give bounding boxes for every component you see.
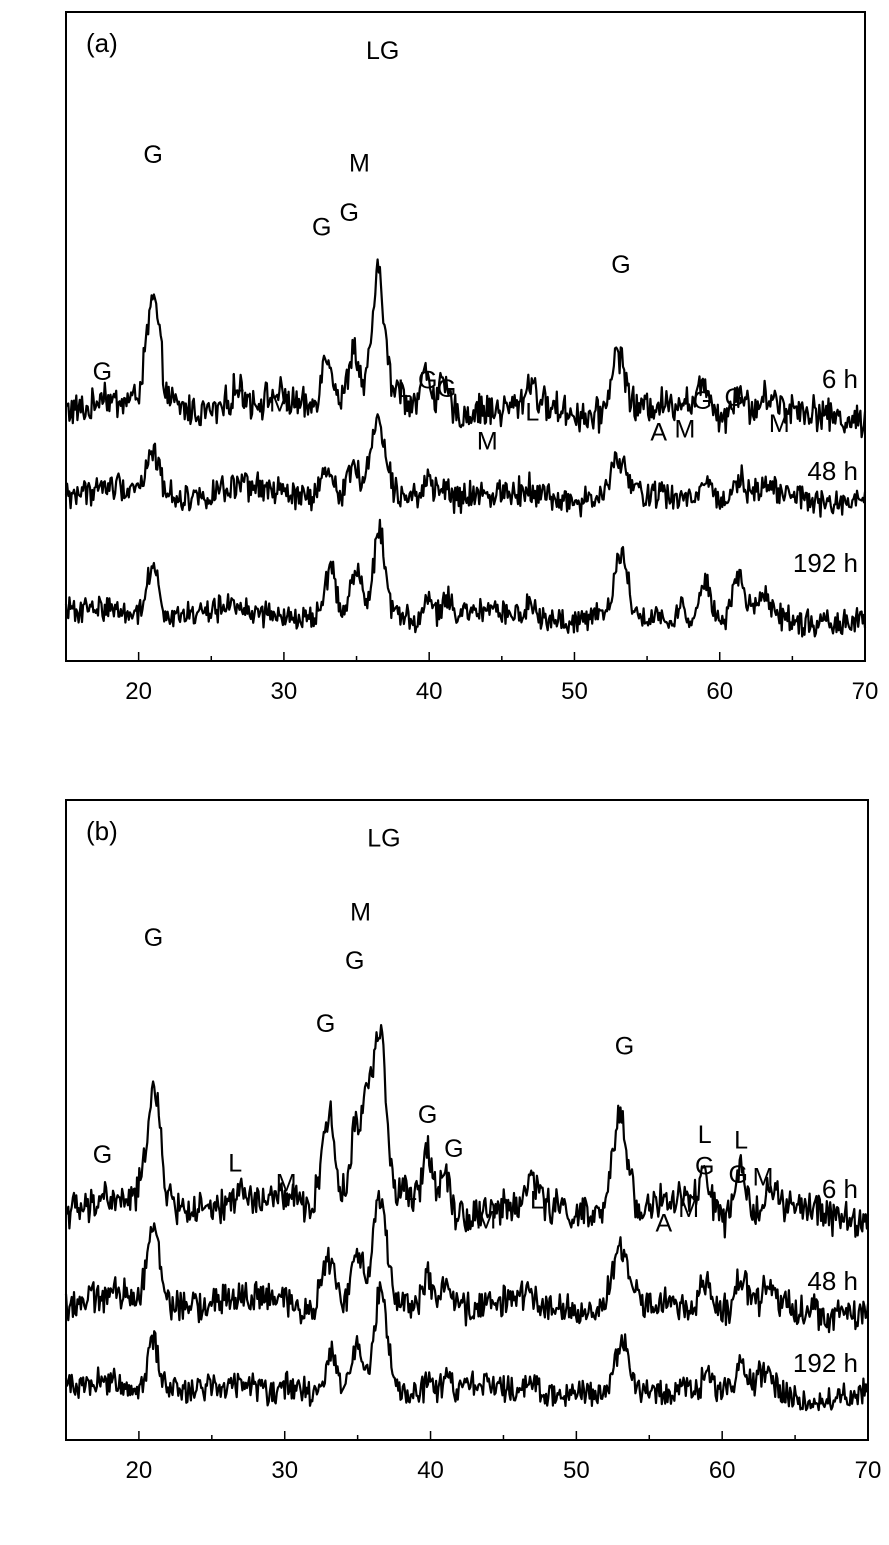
peak-label: M	[269, 390, 290, 418]
peak-label: G	[93, 358, 112, 386]
peak-label: G	[615, 1033, 634, 1061]
x-tick-label: 60	[706, 678, 733, 705]
peak-label: L	[228, 1149, 242, 1177]
peak-label: M	[678, 1195, 699, 1223]
x-tick-label: 20	[126, 1457, 153, 1484]
series-label: 48 h	[807, 1266, 858, 1296]
peak-label: G	[725, 384, 744, 412]
x-tick-label: 20	[125, 678, 152, 705]
x-tick-label: 50	[563, 1457, 590, 1484]
peak-label: G	[418, 367, 437, 395]
peak-label: G	[444, 1135, 463, 1163]
peak-label: M	[476, 1206, 497, 1234]
x-tick-label: 60	[709, 1457, 736, 1484]
peak-label: G	[437, 375, 456, 403]
series-label: 48 h	[807, 456, 858, 486]
series-line-6h	[64, 258, 867, 439]
peak-label: A	[650, 419, 667, 447]
peak-label: LG	[367, 824, 400, 852]
panel-label: (a)	[86, 28, 118, 58]
plot-frame	[65, 799, 869, 1441]
x-tick-label: 40	[416, 678, 443, 705]
peak-label: L	[530, 1187, 544, 1215]
series-line-48h	[64, 413, 867, 518]
peak-label: G	[316, 1010, 335, 1038]
peak-label: G	[728, 1161, 747, 1189]
peak-label: G	[340, 199, 359, 227]
series-label: 6 h	[822, 1174, 858, 1204]
peak-label: G	[418, 1101, 437, 1129]
x-tick-label: 70	[852, 678, 879, 705]
series-label: 192 h	[793, 548, 858, 578]
series-label: 192 h	[793, 1348, 858, 1378]
peak-label: G	[345, 947, 364, 975]
x-tick-label: 50	[561, 678, 588, 705]
peak-label: M	[276, 1169, 297, 1197]
peak-label: LG	[366, 37, 399, 65]
peak-label: L	[734, 1127, 748, 1155]
peak-label: M	[349, 150, 370, 178]
series-label: 6 h	[822, 364, 858, 394]
x-tick-label: 30	[271, 1457, 298, 1484]
peak-label: L	[398, 375, 412, 403]
peak-label: L	[230, 369, 244, 397]
x-tick-label: 70	[855, 1457, 882, 1484]
peak-label: G	[693, 387, 712, 415]
peak-label: G	[312, 213, 331, 241]
series-line-48h	[64, 1189, 870, 1334]
peak-label: M	[753, 1164, 774, 1192]
series-line-192h	[64, 518, 867, 638]
plot-frame	[65, 11, 866, 662]
x-tick-label: 30	[271, 678, 298, 705]
peak-label: A	[656, 1209, 673, 1237]
panel-label: (b)	[86, 816, 118, 846]
peak-label: L	[525, 398, 539, 426]
peak-label: M	[674, 416, 695, 444]
series-line-6h	[64, 1023, 870, 1239]
peak-label: M	[477, 427, 498, 455]
peak-label: M	[350, 899, 371, 927]
peak-label: L	[403, 1178, 417, 1206]
peak-label: L	[698, 1121, 712, 1149]
x-tick-label: 40	[417, 1457, 444, 1484]
peak-label: G	[93, 1141, 112, 1169]
peak-label: G	[695, 1152, 714, 1180]
peak-label: M	[769, 410, 790, 438]
peak-label: G	[144, 924, 163, 952]
series-line-192h	[64, 1281, 870, 1412]
peak-label: G	[143, 141, 162, 169]
peak-label: G	[611, 251, 630, 279]
